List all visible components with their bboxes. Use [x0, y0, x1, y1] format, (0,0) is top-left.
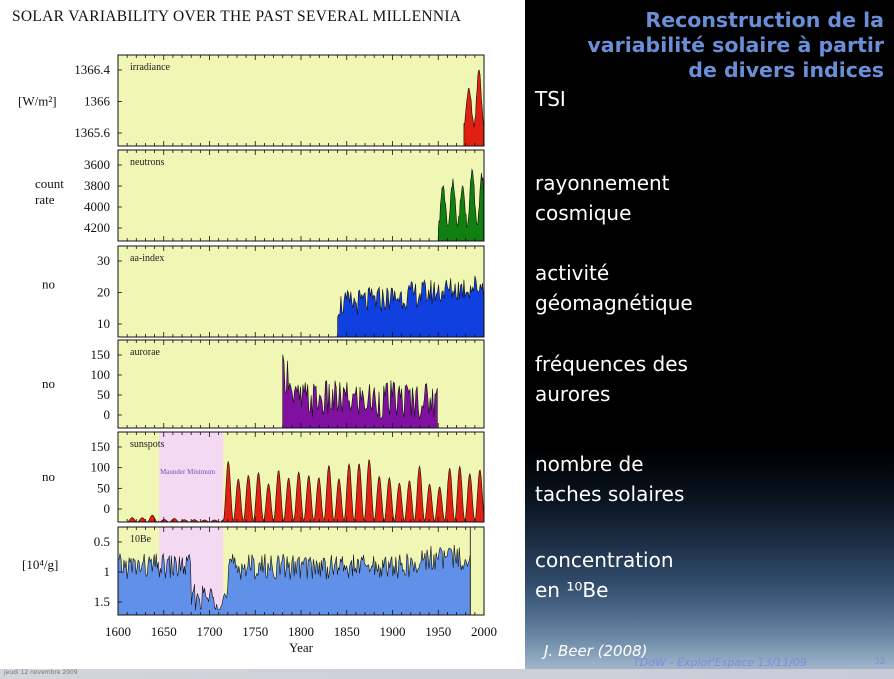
y-tick-label: 50 [97, 480, 110, 495]
y-tick-label: 150 [91, 439, 111, 454]
y-tick-label: 50 [97, 387, 110, 402]
label-geomagnetic-line1: activité [535, 261, 610, 285]
y-tick-label: 3600 [84, 157, 110, 172]
footer-text: TDdW - Explor'Espace 13/11/09 [633, 656, 807, 669]
label-beryllium-line2: en ¹⁰Be [535, 578, 609, 602]
panel-irradiance-label: irradiance [130, 62, 171, 73]
x-tick-label: 1950 [425, 624, 451, 639]
panel-sunspots-area [127, 459, 485, 523]
panel-10Be-unit: [10⁴/g] [22, 557, 58, 572]
label-tsi: TSI [535, 84, 566, 114]
solar-variability-chart: irradiance 1366.4 1366 1365.6 [W/m²] neutrons… [18, 54, 497, 655]
y-tick-label: 3800 [84, 178, 110, 193]
label-geomagnetic: activité géomagnétique [535, 258, 693, 318]
y-tick-label: 100 [91, 367, 111, 382]
y-tick-label: 20 [97, 285, 110, 300]
slide-title: Reconstruction de la variabilité solaire… [587, 8, 884, 82]
y-tick-label: 0 [104, 407, 111, 422]
panel-aa-index-unit: no [42, 277, 55, 292]
panel-aurorae-label: aurorae [130, 347, 161, 358]
y-tick-label: 30 [97, 253, 110, 268]
y-tick-label: 1365.6 [74, 125, 110, 140]
x-tick-label: 1850 [334, 624, 360, 639]
panel-irradiance-unit: [W/m²] [18, 94, 57, 109]
panel-neutrons-area [438, 168, 484, 242]
y-tick-label: 1366 [84, 94, 111, 109]
panel-10Be-label: 10Be [130, 534, 152, 545]
y-tick-label: 0.5 [94, 534, 110, 549]
panel-neutrons-unit: rate [35, 192, 55, 207]
x-tick-label: 1800 [288, 624, 314, 639]
panel-aurorae-unit: no [42, 376, 55, 391]
label-aurorae-line1: fréquences des [535, 352, 688, 376]
label-geomagnetic-line2: géomagnétique [535, 291, 693, 315]
credit: J. Beer (2008) [544, 642, 648, 660]
label-sunspots-line1: nombre de [535, 452, 644, 476]
label-cosmic-rays-line1: rayonnement [535, 171, 670, 195]
y-tick-label: 100 [91, 460, 111, 475]
label-sunspots: nombre de taches solaires [535, 449, 684, 509]
y-tick-label: 4000 [84, 199, 110, 214]
panel-sunspots-unit: no [42, 469, 55, 484]
panel-neutrons-background [118, 150, 484, 241]
y-tick-label: 1.5 [94, 594, 110, 609]
panel-neutrons-unit: count [35, 176, 64, 191]
panel-neutrons-label: neutrons [130, 157, 165, 168]
label-cosmic-rays: rayonnement cosmique [535, 168, 670, 228]
x-axis-label: Year [289, 640, 314, 655]
label-beryllium: concentration en ¹⁰Be [535, 545, 674, 605]
panel-aa-index-label: aa-index [130, 253, 164, 264]
bottom-strip: jeudi 12 novembre 2009 [0, 669, 894, 679]
x-tick-label: 2000 [471, 624, 497, 639]
panel-irradiance-area [463, 69, 484, 147]
x-tick-label: 1900 [380, 624, 406, 639]
y-tick-label: 150 [91, 347, 111, 362]
slide-background [525, 0, 894, 679]
x-tick-label: 1750 [242, 624, 268, 639]
label-cosmic-rays-line2: cosmique [535, 201, 632, 225]
y-tick-label: 0 [104, 501, 111, 516]
y-tick-label: 1366.4 [74, 62, 110, 77]
page-number: 32 [874, 657, 886, 667]
bottom-strip-text: jeudi 12 novembre 2009 [4, 669, 78, 676]
panel-10Be-area [117, 544, 471, 616]
x-tick-label: 1600 [105, 624, 131, 639]
figure-title: SOLAR VARIABILITY OVER THE PAST SEVERAL … [12, 8, 462, 25]
x-tick-label: 1650 [151, 624, 177, 639]
figure-panel: SOLAR VARIABILITY OVER THE PAST SEVERAL … [0, 0, 525, 679]
y-tick-label: 4200 [84, 220, 110, 235]
panel-irradiance-background [118, 55, 484, 146]
y-tick-label: 10 [97, 316, 110, 331]
label-beryllium-line1: concentration [535, 548, 674, 572]
maunder-minimum-shading [159, 432, 224, 522]
panel-sunspots-label: sunspots [130, 439, 165, 450]
maunder-minimum-label: Maunder Minimum [160, 468, 216, 476]
label-aurorae-line2: aurores [535, 382, 611, 406]
label-sunspots-line2: taches solaires [535, 482, 685, 506]
panel-aa-index-area [337, 275, 484, 338]
label-aurorae: fréquences des aurores [535, 349, 688, 409]
y-tick-label: 1 [104, 564, 111, 579]
x-tick-label: 1700 [197, 624, 223, 639]
panel-aurorae-area [282, 354, 438, 429]
label-tsi-line1: TSI [535, 87, 566, 111]
